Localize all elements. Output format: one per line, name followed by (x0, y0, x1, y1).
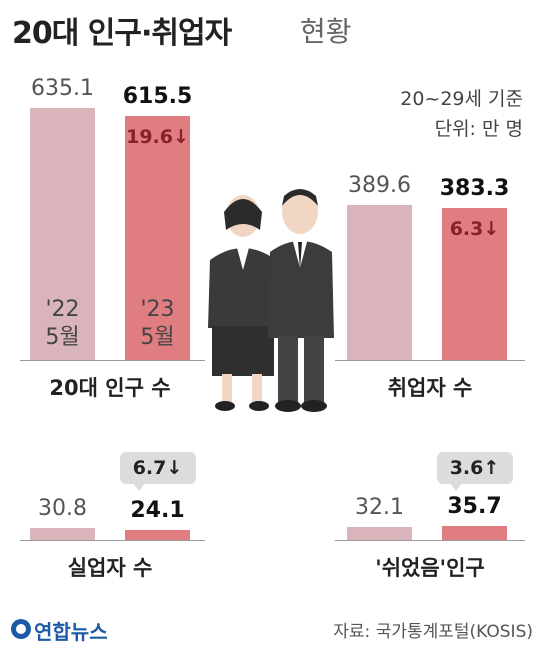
bubble-pointer (450, 483, 462, 491)
bar (442, 207, 507, 360)
bar (125, 115, 190, 360)
change-label: 19.6↓ (126, 125, 189, 148)
baseline (20, 540, 205, 541)
chart-title: 실업자 수 (67, 556, 153, 580)
baseline (335, 540, 525, 541)
change-bubble: 3.6↑ (436, 452, 513, 484)
chart-title: 취업자 수 (387, 376, 473, 400)
category-label: '22 5월 (45, 297, 80, 350)
logo: 연합뉴스 (34, 620, 108, 644)
logo-icon (11, 619, 31, 639)
people-illustration (208, 189, 334, 412)
bar (347, 527, 412, 540)
value-label: 35.7 (447, 493, 502, 519)
bar (30, 527, 95, 540)
title-suffix: 현황 (300, 15, 352, 48)
value-label: 24.1 (130, 498, 185, 524)
bubble-pointer (133, 483, 145, 491)
baseline (335, 360, 525, 361)
value-label: 635.1 (31, 75, 94, 101)
bar (125, 530, 190, 540)
bar (347, 205, 412, 360)
change-bubble: 6.7↓ (119, 452, 196, 484)
note: 20~29세 기준 (400, 88, 523, 110)
bar (442, 525, 507, 540)
change-label: 6.3↓ (449, 217, 500, 240)
title: 20대 인구·취업자 (12, 16, 232, 51)
value-label: 30.8 (38, 495, 87, 521)
value-label: 615.5 (122, 83, 193, 109)
value-label: 389.6 (348, 173, 411, 199)
bar (30, 107, 95, 360)
chart-title: 20대 인구 수 (49, 376, 171, 400)
source: 자료: 국가통계포털(KOSIS) (333, 622, 533, 642)
value-label: 32.1 (355, 495, 404, 521)
value-label: 383.3 (439, 175, 510, 201)
unit: 단위: 만 명 (434, 118, 523, 140)
chart-title: '쉬었음'인구 (375, 556, 485, 580)
baseline (20, 360, 205, 361)
category-label: '23 5월 (140, 297, 175, 350)
